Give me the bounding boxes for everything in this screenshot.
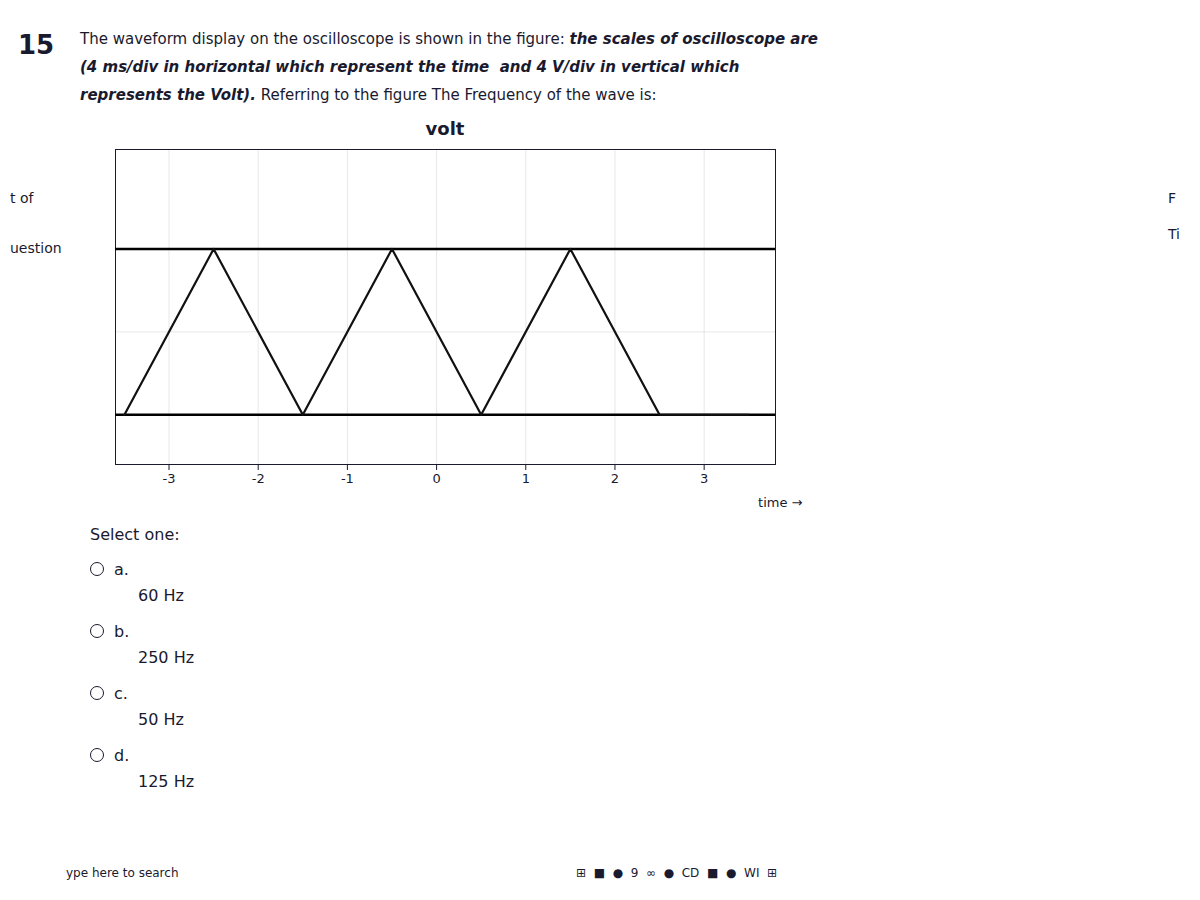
- html-text:⊞ ■ ● 9 ∞ ● CD ■ ● WI ⊞: ⊞ ■ ● 9 ∞ ● CD ■ ● WI ⊞: [576, 866, 778, 880]
- html-text:t of: t of: [10, 190, 34, 206]
- html-text:60 Hz: 60 Hz: [138, 586, 184, 605]
- html-text:volt: volt: [425, 118, 465, 139]
- html-text:d.: d.: [114, 746, 130, 765]
- html-text:The waveform display on the os: The waveform display on the oscilloscope…: [80, 30, 818, 48]
- html-text:50 Hz: 50 Hz: [138, 710, 184, 729]
- svg-text:-3: -3: [163, 471, 176, 486]
- svg-text:-2: -2: [252, 471, 265, 486]
- html-text:a.: a.: [114, 560, 129, 579]
- html-text:Ti: Ti: [1168, 226, 1180, 242]
- svg-text:0: 0: [432, 471, 440, 486]
- html-text:250 Hz: 250 Hz: [138, 648, 195, 667]
- html-text:c.: c.: [114, 684, 128, 703]
- html-text:represents the Volt). Referrin: represents the Volt). Referring to the f…: [80, 86, 657, 104]
- html-text:(4 ms/div in horizontal which: (4 ms/div in horizontal which represent …: [80, 58, 740, 76]
- html-text:Select one:: Select one:: [90, 525, 180, 544]
- svg-text:1: 1: [522, 471, 530, 486]
- html-text:125 Hz: 125 Hz: [138, 772, 195, 791]
- html-text:uestion: uestion: [10, 240, 62, 256]
- svg-text:time →: time →: [758, 495, 803, 510]
- html-text:b.: b.: [114, 622, 130, 641]
- svg-text:-1: -1: [341, 471, 354, 486]
- svg-text:3: 3: [700, 471, 708, 486]
- html-text:F: F: [1168, 190, 1177, 206]
- html-text:ype here to search: ype here to search: [66, 866, 179, 880]
- svg-text:2: 2: [611, 471, 619, 486]
- html-text:15: 15: [18, 30, 55, 60]
